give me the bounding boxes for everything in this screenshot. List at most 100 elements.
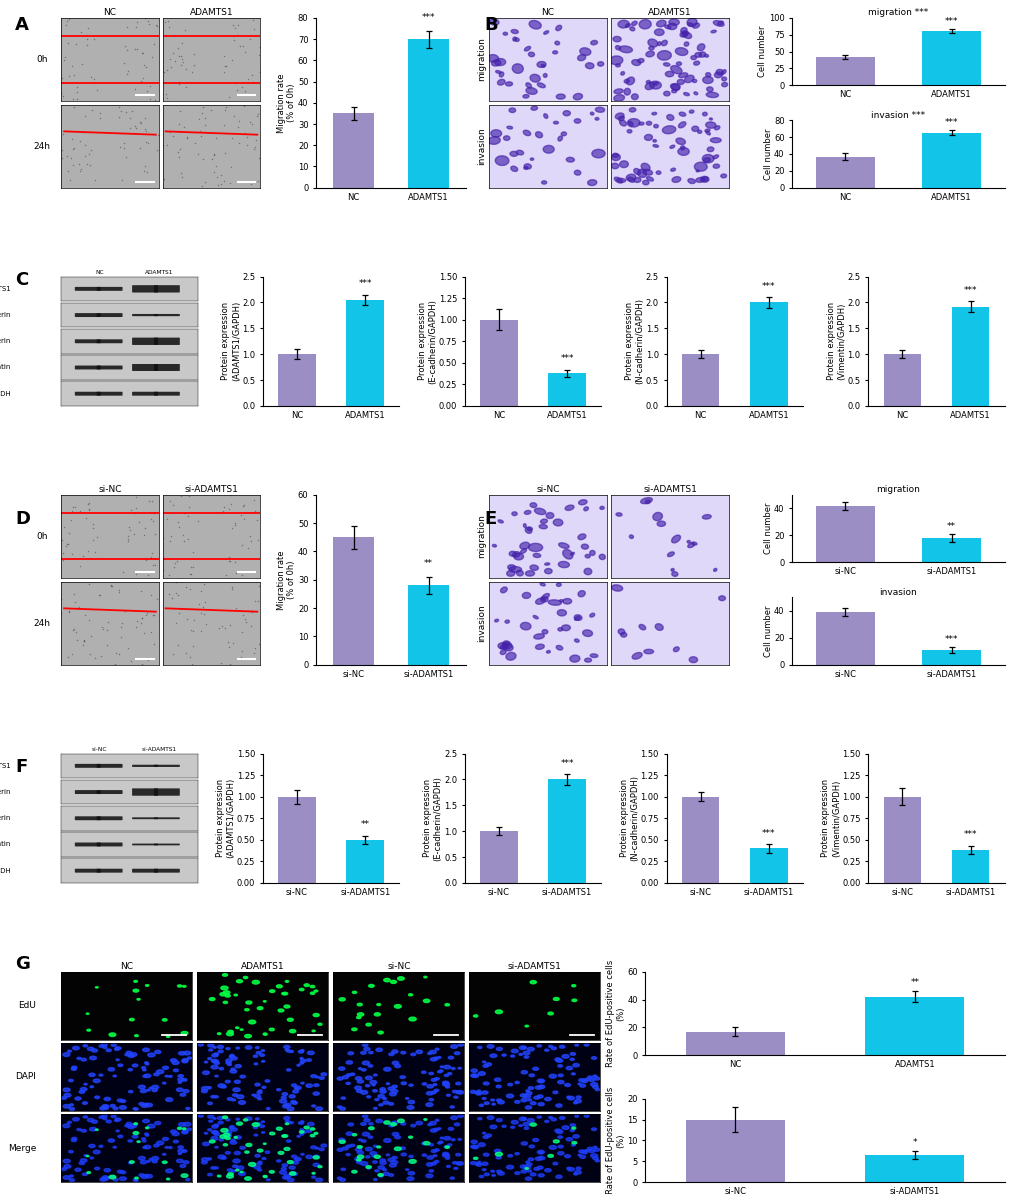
Circle shape [226,1047,229,1050]
Point [136,44,152,63]
Circle shape [79,1162,85,1164]
Point [197,592,213,611]
Point [146,605,162,624]
Point [127,504,144,523]
Ellipse shape [697,44,704,50]
Ellipse shape [577,55,585,61]
Point [65,155,82,174]
Ellipse shape [503,644,513,651]
Circle shape [312,1176,315,1178]
Circle shape [426,1163,433,1167]
Ellipse shape [516,571,523,576]
Ellipse shape [589,614,594,617]
Circle shape [145,1134,149,1137]
Point [247,591,263,610]
Point [133,43,150,62]
Circle shape [234,1135,242,1139]
Ellipse shape [627,118,639,127]
Ellipse shape [693,61,699,66]
Circle shape [446,1165,450,1168]
Point [70,155,87,174]
Circle shape [458,1044,463,1046]
Circle shape [376,1004,380,1005]
Text: *: * [912,1138,916,1146]
Circle shape [99,1116,103,1119]
Point [55,550,71,570]
Circle shape [229,1070,236,1073]
Point [87,171,103,190]
Ellipse shape [646,122,651,125]
Y-axis label: Protein expression
(E-cadherin/GAPDH): Protein expression (E-cadherin/GAPDH) [418,298,437,383]
Circle shape [69,1103,73,1106]
Point [232,505,249,524]
Circle shape [207,1087,211,1089]
Circle shape [579,1156,585,1158]
Circle shape [245,1151,249,1153]
Circle shape [246,1001,252,1004]
Circle shape [269,1132,274,1134]
Circle shape [553,997,558,1001]
Circle shape [520,1165,526,1168]
Circle shape [527,1119,534,1122]
Ellipse shape [524,164,531,168]
Point [100,613,116,632]
Ellipse shape [627,130,632,133]
FancyBboxPatch shape [74,313,101,318]
Circle shape [362,1044,368,1046]
Circle shape [102,1106,108,1109]
Point [140,81,156,100]
Point [231,111,248,130]
Point [217,618,233,638]
Text: C: C [15,271,29,289]
Point [127,565,144,584]
Circle shape [319,1077,324,1079]
Point [162,49,178,68]
Point [250,503,266,522]
Circle shape [573,1173,577,1175]
Ellipse shape [497,79,504,85]
Point [58,147,74,166]
Circle shape [495,1010,502,1014]
Circle shape [361,1122,366,1126]
Circle shape [315,1076,319,1078]
Y-axis label: 0h: 0h [36,531,48,541]
Y-axis label: DAPI: DAPI [15,1072,36,1082]
Circle shape [261,1132,265,1133]
Circle shape [566,1066,572,1070]
Point [170,518,186,537]
Circle shape [230,1139,234,1141]
Circle shape [481,1091,487,1094]
Ellipse shape [524,47,530,51]
Ellipse shape [691,542,696,544]
Circle shape [246,1144,252,1146]
Point [226,106,243,125]
Point [94,617,110,636]
Point [60,161,76,180]
Circle shape [383,1173,389,1175]
Circle shape [315,1147,319,1149]
Circle shape [387,1158,394,1162]
Circle shape [177,985,181,987]
Circle shape [372,1090,377,1093]
Circle shape [310,985,315,987]
Y-axis label: 24h: 24h [34,618,50,628]
Circle shape [433,1084,436,1085]
Circle shape [143,1140,146,1141]
Ellipse shape [547,599,560,605]
Circle shape [483,1082,488,1085]
Point [86,29,102,48]
FancyBboxPatch shape [154,818,179,819]
Circle shape [519,1053,522,1055]
FancyBboxPatch shape [132,392,158,395]
Point [244,602,260,621]
Circle shape [397,1119,404,1122]
Ellipse shape [671,66,682,74]
Y-axis label: EdU: EdU [18,1002,36,1010]
Circle shape [88,1119,94,1121]
Circle shape [592,1157,598,1159]
Title: ADAMTS1: ADAMTS1 [648,8,691,17]
Circle shape [352,1170,357,1173]
Circle shape [103,1046,107,1048]
Circle shape [548,1145,556,1150]
Ellipse shape [614,113,624,119]
